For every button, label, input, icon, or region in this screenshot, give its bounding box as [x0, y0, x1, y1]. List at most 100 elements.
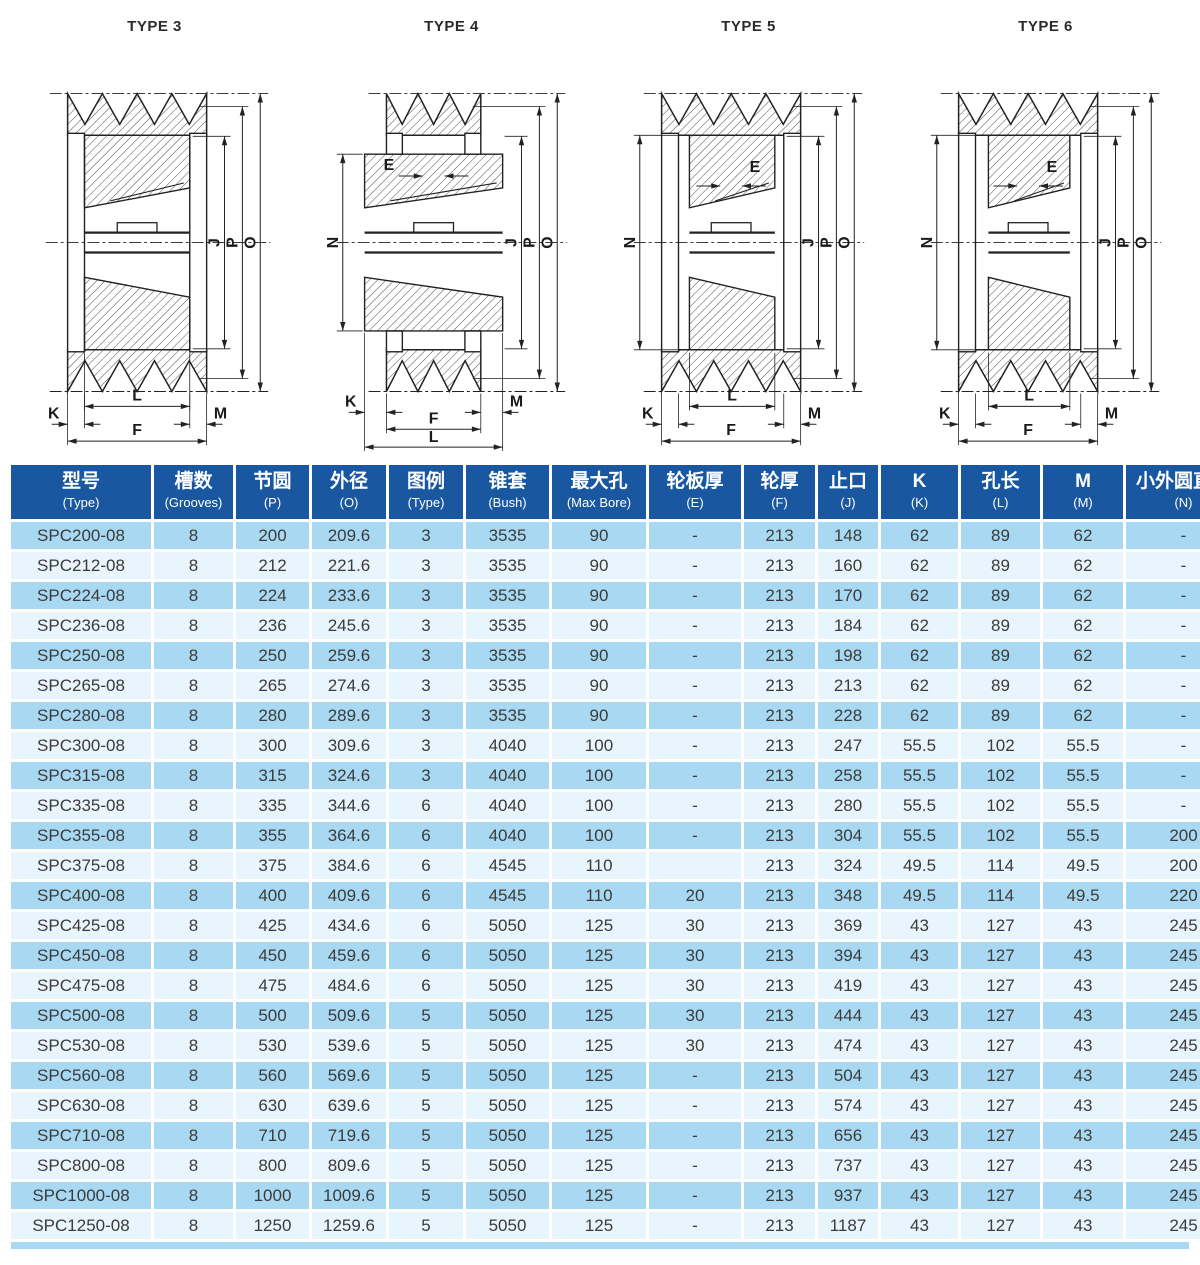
cell-15-5: 5050 [466, 971, 549, 999]
cell-19-5: 5050 [466, 1091, 549, 1119]
cell-8-1: 8 [154, 761, 233, 789]
cell-4-4: 3 [389, 641, 463, 669]
cell-13-9: 369 [818, 911, 878, 939]
cell-7-8: 213 [744, 731, 815, 759]
cell-17-11: 127 [961, 1031, 1040, 1059]
cell-12-8: 213 [744, 881, 815, 909]
svg-text:K: K [641, 405, 653, 422]
cell-14-1: 8 [154, 941, 233, 969]
cell-18-7: - [649, 1061, 741, 1089]
cell-10-11: 102 [961, 821, 1040, 849]
svg-text:E: E [749, 159, 760, 176]
cell-12-9: 348 [818, 881, 878, 909]
cell-20-5: 5050 [466, 1121, 549, 1149]
cell-15-9: 419 [818, 971, 878, 999]
cell-23-7: - [649, 1211, 741, 1239]
cell-11-10: 49.5 [881, 851, 958, 879]
cell-18-9: 504 [818, 1061, 878, 1089]
table-row-SPC800-08: SPC800-08 8 800 809.6 5 5050 125-213 737 43 127 43… [11, 1151, 1200, 1179]
cell-2-12: 62 [1043, 581, 1123, 609]
column-header-1: 槽数 (Grooves) [154, 465, 233, 519]
cell-4-1: 8 [154, 641, 233, 669]
cell-4-9: 198 [818, 641, 878, 669]
cell-6-11: 89 [961, 701, 1040, 729]
cell-23-13: 245 [1126, 1211, 1200, 1239]
cell-14-6: 125 [552, 941, 646, 969]
cell-14-10: 43 [881, 941, 958, 969]
cell-7-3: 309.6 [312, 731, 386, 759]
table-row-SPC212-08: SPC212-08 8 212 221.6 3 3535 90-213 160 62 89 62- [11, 551, 1200, 579]
cell-15-13: 245 [1126, 971, 1200, 999]
cell-2-13: - [1126, 581, 1200, 609]
cell-5-11: 89 [961, 671, 1040, 699]
cell-2-3: 233.6 [312, 581, 386, 609]
column-header-2: 节圆 (P) [236, 465, 309, 519]
cell-20-12: 43 [1043, 1121, 1123, 1149]
cell-16-2: 500 [236, 1001, 309, 1029]
cell-18-3: 569.6 [312, 1061, 386, 1089]
cell-7-2: 300 [236, 731, 309, 759]
cell-3-5: 3535 [466, 611, 549, 639]
svg-text:N: N [324, 237, 341, 248]
cell-10-0: SPC355-08 [11, 821, 151, 849]
cell-4-0: SPC250-08 [11, 641, 151, 669]
cell-21-12: 43 [1043, 1151, 1123, 1179]
cell-7-12: 55.5 [1043, 731, 1123, 759]
cell-11-0: SPC375-08 [11, 851, 151, 879]
cell-16-4: 5 [389, 1001, 463, 1029]
cell-19-4: 5 [389, 1091, 463, 1119]
column-header-0: 型号 (Type) [11, 465, 151, 519]
cell-9-9: 280 [818, 791, 878, 819]
cell-8-10: 55.5 [881, 761, 958, 789]
cell-21-2: 800 [236, 1151, 309, 1179]
column-header-4: 图例 (Type) [389, 465, 463, 519]
cell-23-12: 43 [1043, 1211, 1123, 1239]
cell-21-13: 245 [1126, 1151, 1200, 1179]
cell-6-0: SPC280-08 [11, 701, 151, 729]
table-row-SPC300-08: SPC300-08 8 300 309.6 3 4040 100-213 247 55.5 102… [11, 731, 1200, 759]
cell-5-2: 265 [236, 671, 309, 699]
cell-15-3: 484.6 [312, 971, 386, 999]
cell-6-10: 62 [881, 701, 958, 729]
cell-17-6: 125 [552, 1031, 646, 1059]
cell-7-6: 100 [552, 731, 646, 759]
cell-19-0: SPC630-08 [11, 1091, 151, 1119]
cell-9-2: 335 [236, 791, 309, 819]
cell-15-10: 43 [881, 971, 958, 999]
cell-16-8: 213 [744, 1001, 815, 1029]
cell-6-4: 3 [389, 701, 463, 729]
cell-20-11: 127 [961, 1121, 1040, 1149]
cell-20-9: 656 [818, 1121, 878, 1149]
svg-text:K: K [47, 405, 59, 422]
cell-15-6: 125 [552, 971, 646, 999]
svg-text:J: J [503, 238, 520, 247]
svg-text:F: F [132, 422, 142, 439]
cell-23-2: 1250 [236, 1211, 309, 1239]
svg-text:O: O [539, 236, 556, 248]
column-header-11: 孔长 (L) [961, 465, 1040, 519]
cell-12-1: 8 [154, 881, 233, 909]
cell-12-3: 409.6 [312, 881, 386, 909]
cell-5-4: 3 [389, 671, 463, 699]
cell-22-3: 1009.6 [312, 1181, 386, 1209]
cell-3-2: 236 [236, 611, 309, 639]
spec-table: 型号 (Type) 槽数 (Grooves) 节圆 (P) 外径 (O) 图例 (Type) 锥套(… [8, 462, 1200, 1242]
cell-14-9: 394 [818, 941, 878, 969]
cell-13-6: 125 [552, 911, 646, 939]
table-row-SPC400-08: SPC400-08 8 400 409.6 6 4545 110 20 213 348 49.5 11… [11, 881, 1200, 909]
cell-5-7: - [649, 671, 741, 699]
cell-2-4: 3 [389, 581, 463, 609]
cell-7-13: - [1126, 731, 1200, 759]
cell-8-2: 315 [236, 761, 309, 789]
diagram-title-type5: TYPE 5 [721, 18, 776, 35]
cell-8-5: 4040 [466, 761, 549, 789]
cell-17-9: 474 [818, 1031, 878, 1059]
cell-23-5: 5050 [466, 1211, 549, 1239]
cell-11-3: 384.6 [312, 851, 386, 879]
cell-6-6: 90 [552, 701, 646, 729]
cell-23-8: 213 [744, 1211, 815, 1239]
cell-1-10: 62 [881, 551, 958, 579]
cell-15-12: 43 [1043, 971, 1123, 999]
